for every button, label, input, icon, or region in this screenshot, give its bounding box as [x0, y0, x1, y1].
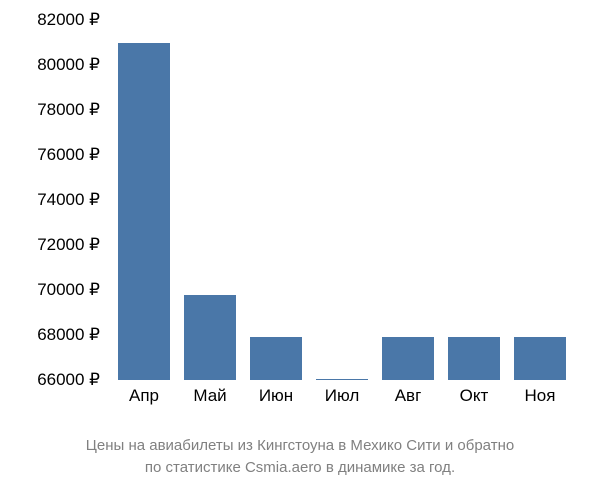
y-tick-label: 72000 ₽ — [0, 235, 100, 255]
bar-Июн — [250, 337, 302, 380]
y-tick-label: 68000 ₽ — [0, 325, 100, 345]
bar-Апр — [118, 43, 170, 381]
price-chart: 66000 ₽ 68000 ₽ 70000 ₽ 72000 ₽ 74000 ₽ 76000… — [0, 10, 600, 430]
x-axis: Апр Май Июн Июл Авг Окт Ноя — [110, 386, 580, 406]
x-label-Апр: Апр — [118, 386, 170, 406]
caption-line-2: по статистике Csmia.aero в динамике за г… — [0, 457, 600, 479]
x-label-Июл: Июл — [316, 386, 368, 406]
y-tick-label: 76000 ₽ — [0, 145, 100, 165]
y-tick-label: 78000 ₽ — [0, 100, 100, 120]
bar-Ноя — [514, 337, 566, 380]
bar-Июл — [316, 379, 368, 380]
bar-Окт — [448, 337, 500, 380]
chart-caption: Цены на авиабилеты из Кингстоуна в Мехик… — [0, 435, 600, 479]
x-label-Окт: Окт — [448, 386, 500, 406]
y-tick-label: 82000 ₽ — [0, 10, 100, 30]
x-label-Авг: Авг — [382, 386, 434, 406]
x-label-Май: Май — [184, 386, 236, 406]
bar-Май — [184, 295, 236, 381]
y-tick-label: 66000 ₽ — [0, 370, 100, 390]
y-tick-label: 74000 ₽ — [0, 190, 100, 210]
bars-container — [110, 20, 580, 380]
caption-line-1: Цены на авиабилеты из Кингстоуна в Мехик… — [0, 435, 600, 457]
plot-area — [110, 20, 580, 380]
y-tick-label: 80000 ₽ — [0, 55, 100, 75]
x-label-Ноя: Ноя — [514, 386, 566, 406]
y-tick-label: 70000 ₽ — [0, 280, 100, 300]
bar-Авг — [382, 337, 434, 380]
x-label-Июн: Июн — [250, 386, 302, 406]
